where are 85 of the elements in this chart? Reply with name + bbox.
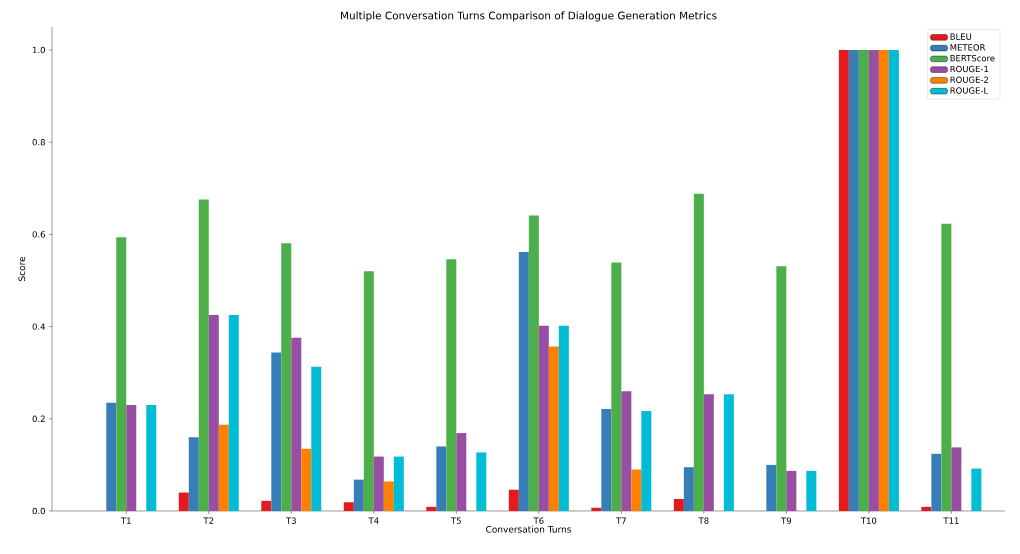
bar [921,506,932,511]
x-tick-label: T1 [120,517,131,524]
bar [383,481,394,511]
bar [878,50,889,511]
bar [218,424,229,511]
bar [446,259,457,511]
legend-label: BLEU [950,33,972,40]
bar [198,199,209,511]
bar [703,394,714,511]
legend-label: BERTScore [950,55,995,62]
bar [188,437,199,511]
legend-label: ROUGE-L [950,87,989,94]
bar [126,404,137,511]
bar [673,499,684,511]
bar [888,50,899,511]
bar [723,394,734,511]
bar [806,470,817,511]
x-tick-label: T11 [943,517,959,524]
bar [146,404,157,511]
bar [208,315,219,511]
bar [518,251,529,511]
y-tick-label: 0.2 [32,415,45,422]
bar [311,366,322,511]
bar [766,464,777,511]
bar [343,502,354,511]
bar [611,262,622,511]
bar [538,325,549,511]
bar [106,402,117,511]
bar [178,492,189,511]
y-tick-label: 0.6 [32,231,45,238]
legend-label: ROUGE-1 [950,65,989,73]
bar [601,409,612,511]
bar [393,456,404,511]
bar [931,453,942,511]
bar [621,391,632,511]
y-axis-title: Score [18,256,26,281]
chart-title: Multiple Conversation Turns Comparison of Dialogue Generation Metrics [341,11,717,22]
x-axis-title: Conversation Turns [486,525,571,533]
bar [786,470,797,511]
bar [858,50,869,511]
bar [436,446,447,511]
x-tick-label: T5 [451,517,461,524]
bar [281,243,292,511]
y-tick-label: 0.0 [32,507,45,515]
x-tick-label: T7 [616,517,626,524]
bar [641,410,652,511]
bar [868,50,879,511]
bar [848,50,859,511]
x-tick-label: T3 [285,517,296,524]
bar [683,467,694,511]
bar [631,469,642,511]
bar [558,325,569,511]
y-tick-label: 0.8 [32,139,45,146]
bar [591,507,602,511]
bar [426,506,437,511]
bar [261,500,272,511]
x-tick-label: T2 [203,517,214,524]
bar [291,337,302,511]
bar [528,215,539,511]
bar [971,468,982,511]
x-tick-label: T6 [533,517,544,524]
bar [301,448,312,511]
bar [951,447,962,511]
x-tick-label: T10 [860,517,877,524]
bar [548,346,559,511]
bar [476,452,487,511]
x-tick-label: T4 [368,517,379,524]
bar [228,315,239,511]
bar [776,266,787,511]
bar [693,193,704,511]
bar [363,271,374,511]
bar [838,50,849,511]
y-tick-label: 1.0 [32,46,45,54]
x-tick-label: T8 [698,517,709,524]
bar [373,456,384,511]
bar [271,352,282,511]
legend-label: ROUGE-2 [950,76,989,83]
x-tick-label: T9 [781,517,792,524]
bar [941,223,952,511]
y-tick-label: 0.4 [32,323,46,330]
bar [353,479,364,511]
bar [116,237,127,511]
bar [456,433,467,511]
bar [508,489,519,511]
legend-label: METEOR [950,44,986,51]
